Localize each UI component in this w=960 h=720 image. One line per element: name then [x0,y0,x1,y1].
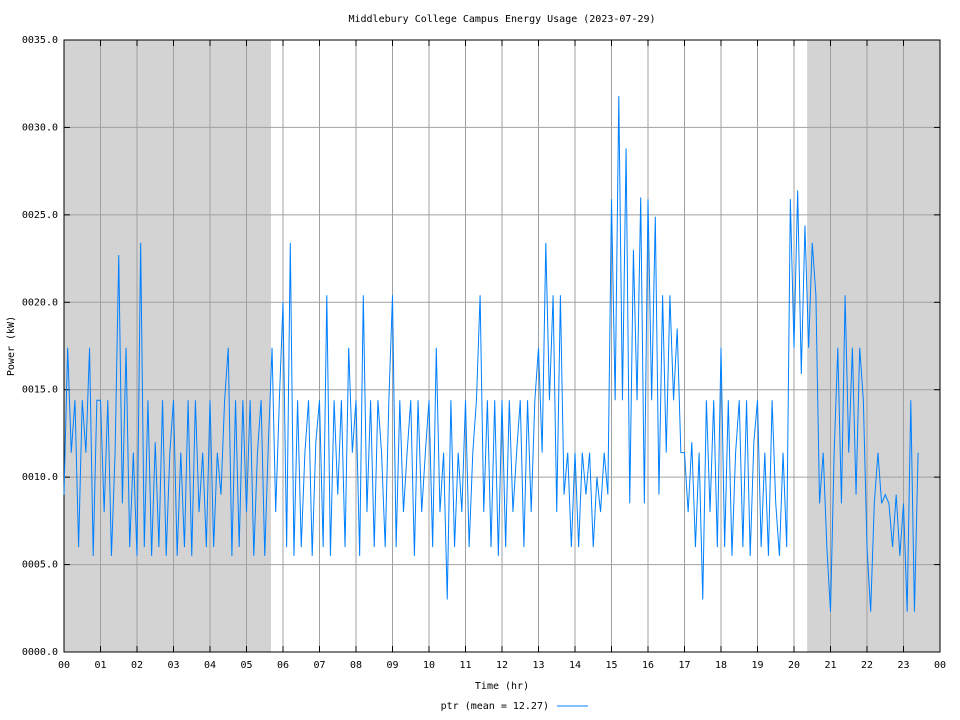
night-shade [64,40,271,652]
x-tick-label: 23 [897,660,909,671]
x-tick-label: 06 [277,660,289,671]
x-tick-label: 09 [386,660,398,671]
chart-title: Middlebury College Campus Energy Usage (… [348,14,655,25]
x-tick-label: 05 [240,660,252,671]
x-tick-label: 08 [350,660,362,671]
y-tick-label: 0020.0 [22,297,58,308]
y-tick-label: 0035.0 [22,35,58,46]
y-tick-label: 0005.0 [22,560,58,571]
x-tick-label: 18 [715,660,727,671]
x-tick-label: 22 [861,660,873,671]
y-tick-label: 0030.0 [22,122,58,133]
y-tick-label: 0015.0 [22,385,58,396]
legend-label: ptr (mean = 12.27) [441,701,549,712]
x-tick-label: 13 [532,660,544,671]
night-shade [807,40,940,652]
x-axis-label: Time (hr) [475,681,529,692]
x-tick-label: 16 [642,660,654,671]
x-tick-label: 20 [788,660,800,671]
y-axis-label: Power (kW) [6,316,17,376]
x-tick-label: 10 [423,660,435,671]
x-tick-label: 03 [167,660,179,671]
x-tick-label: 12 [496,660,508,671]
x-tick-label: 01 [94,660,106,671]
x-tick-label: 11 [459,660,471,671]
y-tick-label: 0010.0 [22,472,58,483]
x-tick-label: 04 [204,660,216,671]
x-tick-label: 07 [313,660,325,671]
y-tick-label: 0000.0 [22,647,58,658]
x-tick-label: 19 [751,660,763,671]
x-tick-label: 14 [569,660,581,671]
x-tick-label: 02 [131,660,143,671]
x-tick-label: 00 [58,660,70,671]
x-tick-label: 00 [934,660,946,671]
data-line [63,95,919,612]
x-tick-label: 15 [605,660,617,671]
plot-frame [63,39,941,653]
x-tick-label: 17 [678,660,690,671]
y-tick-label: 0025.0 [22,210,58,221]
x-tick-label: 21 [824,660,836,671]
